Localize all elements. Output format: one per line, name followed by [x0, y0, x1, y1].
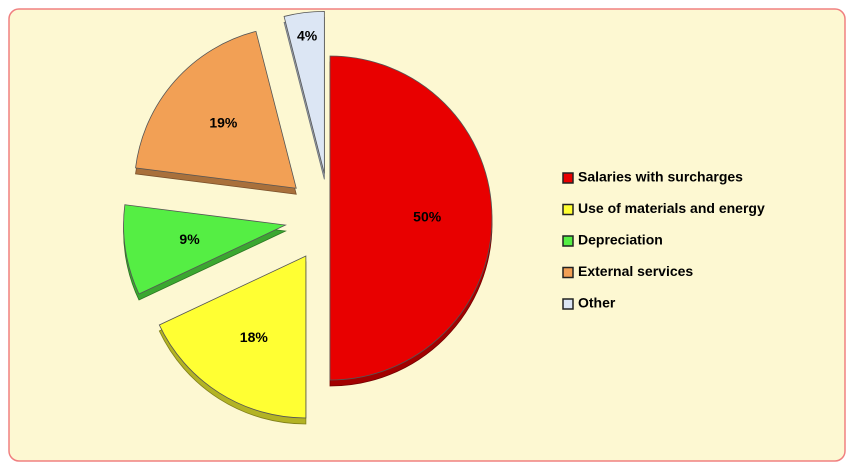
legend-label: External services: [578, 263, 693, 279]
legend-label: Depreciation: [578, 232, 663, 248]
data-label: 18%: [240, 329, 269, 345]
slice: [158, 255, 307, 419]
slice: [283, 10, 325, 174]
legend-swatch: [562, 172, 574, 184]
legend-label: Salaries with surcharges: [578, 169, 743, 185]
slice: [329, 55, 493, 381]
slice: [135, 30, 297, 189]
data-label: 4%: [297, 27, 318, 43]
legend-swatch: [562, 266, 574, 279]
data-label: 9%: [179, 231, 200, 247]
data-label: 19%: [209, 115, 238, 131]
data-label: 50%: [413, 209, 442, 225]
slice: [123, 204, 287, 295]
legend-label: Use of materials and energy: [578, 200, 765, 216]
legend-swatch: [562, 203, 574, 216]
legend-label: Other: [578, 295, 616, 311]
legend-swatch: [562, 235, 574, 247]
legend-swatch: [562, 298, 574, 310]
